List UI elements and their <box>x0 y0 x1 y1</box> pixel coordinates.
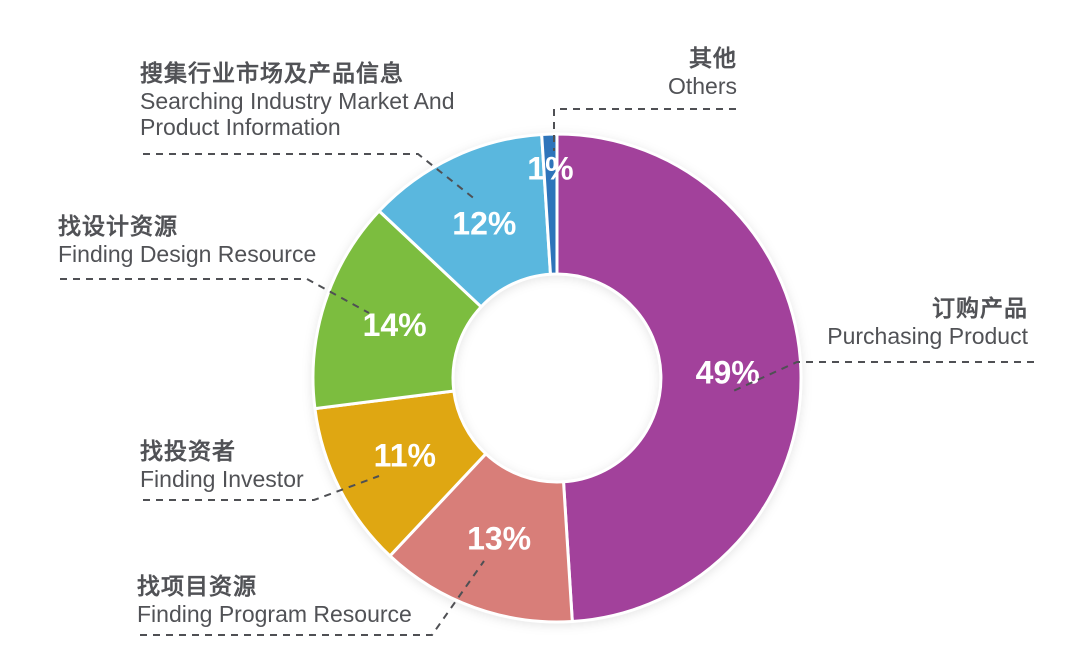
leader-line-purchasing-product <box>730 361 1034 393</box>
value-label-finding-investor: 11% <box>374 438 436 474</box>
callout-searching-industry-market: 搜集行业市场及产品信息 Searching Industry Market An… <box>140 59 522 140</box>
callout-purchasing-product: 订购产品 Purchasing Product <box>827 294 1028 349</box>
slice-purchasing-product <box>555 132 803 624</box>
callout-label-en: Finding Program Resource <box>137 601 412 627</box>
value-label-finding-design-resource: 14% <box>363 307 427 343</box>
callout-label-en: Others <box>667 73 737 99</box>
value-label-searching-industry-market: 12% <box>452 206 516 242</box>
callout-finding-design-resource: 找设计资源 Finding Design Resource <box>58 212 316 267</box>
leader-line-finding-program-resource <box>140 560 485 636</box>
slice-others <box>540 132 559 276</box>
callout-label-zh: 找项目资源 <box>137 573 257 599</box>
slice-finding-program-resource <box>388 452 574 624</box>
value-label-purchasing-product: 49% <box>696 355 760 391</box>
leader-line-finding-design-resource <box>60 278 370 314</box>
slice-finding-design-resource <box>311 209 483 411</box>
callout-finding-program-resource: 找项目资源 Finding Program Resource <box>137 572 412 627</box>
callout-label-zh: 找投资者 <box>140 438 236 464</box>
callout-others: 其他 Others <box>668 44 737 99</box>
callout-label-zh: 其他 <box>689 45 737 71</box>
callout-label-en: Purchasing Product <box>827 323 1028 349</box>
callout-label-en: Finding Investor <box>140 466 304 492</box>
value-label-others: 1% <box>527 150 573 186</box>
callout-finding-investor: 找投资者 Finding Investor <box>140 437 304 492</box>
leader-line-searching-industry-market <box>143 153 477 201</box>
callout-label-zh: 找设计资源 <box>58 213 178 239</box>
slice-searching-industry-market <box>377 132 552 309</box>
callout-label-en: Searching Industry Market And Product In… <box>140 88 455 140</box>
callout-label-en: Finding Design Resource <box>58 241 317 267</box>
value-label-finding-program-resource: 13% <box>467 521 531 557</box>
leader-line-others <box>553 108 736 151</box>
callout-label-zh: 搜集行业市场及产品信息 <box>140 60 404 86</box>
callout-label-zh: 订购产品 <box>932 295 1028 321</box>
leader-line-finding-investor <box>143 475 380 501</box>
